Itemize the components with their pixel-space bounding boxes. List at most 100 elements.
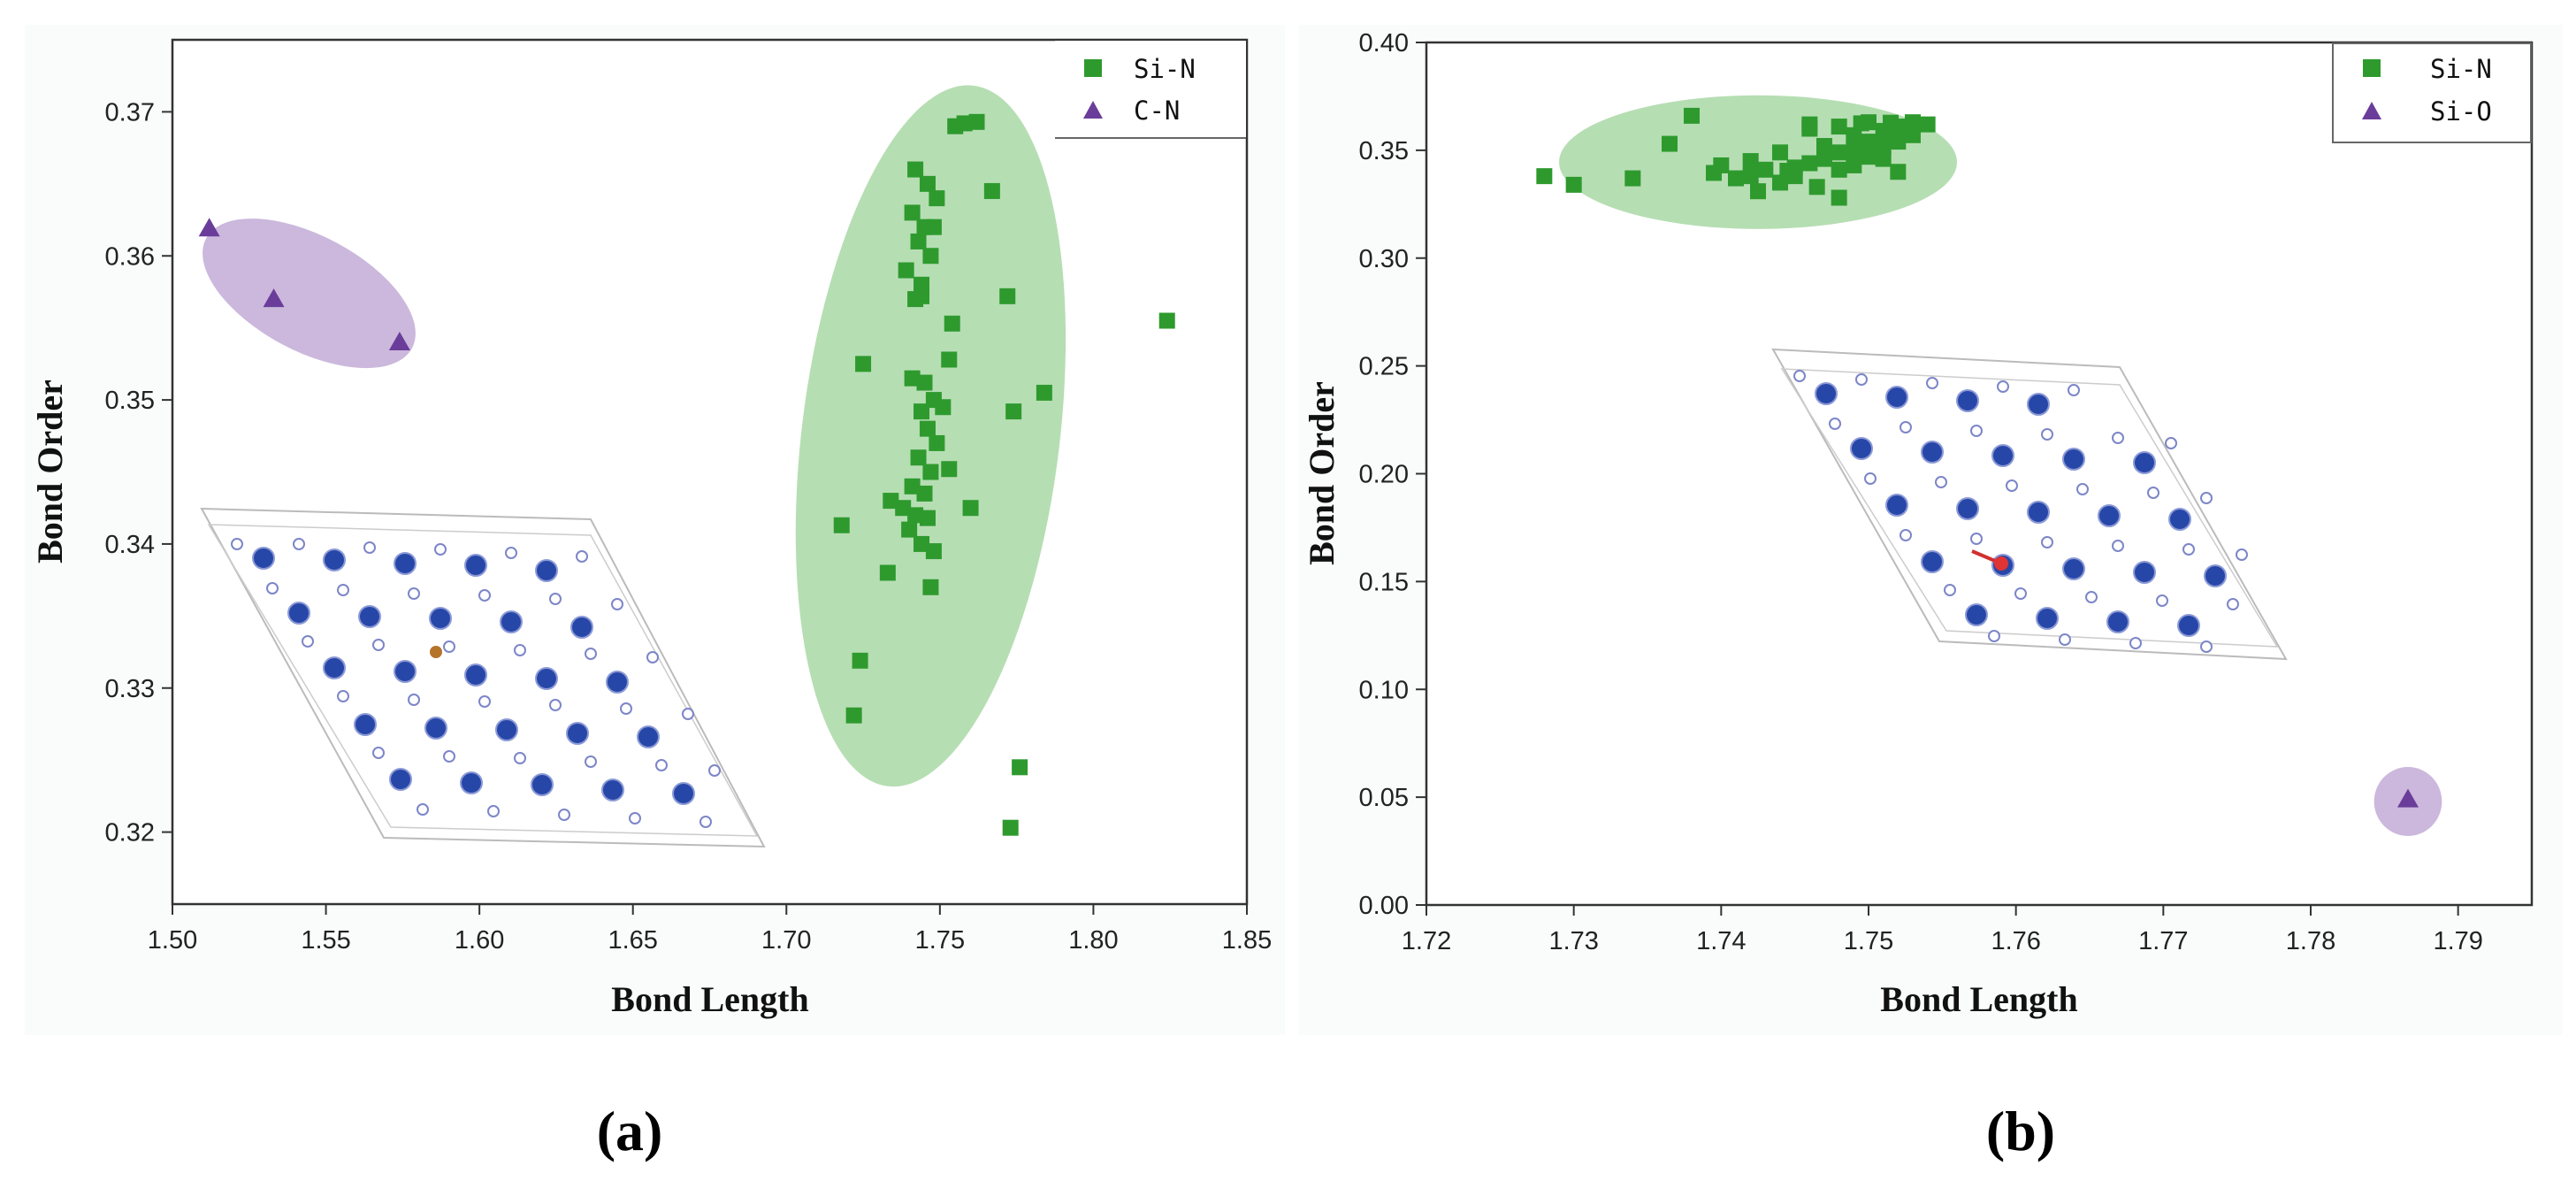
point-si-n-a-37 <box>913 535 930 552</box>
point-si-n-b-1 <box>1565 176 1582 193</box>
y-tick-label-b-2: 0.10 <box>1359 676 1409 704</box>
point-si-n-a-16 <box>999 288 1016 304</box>
point-si-n-a-32 <box>883 493 899 510</box>
point-si-n-b-20 <box>1831 119 1847 135</box>
point-si-n-b-16 <box>1801 155 1818 172</box>
point-si-n-a-12 <box>968 113 985 130</box>
y-tick-label-a-3: 0.35 <box>105 387 155 415</box>
x-tick-label-a-3: 1.65 <box>608 926 657 955</box>
y-tick-label-b-4: 0.20 <box>1359 461 1409 489</box>
point-si-n-b-37 <box>1905 127 1921 143</box>
point-si-n-a-34 <box>907 507 924 524</box>
point-si-n-a-49 <box>1002 819 1019 836</box>
y-tick-label-b-0: 0.00 <box>1359 892 1409 920</box>
point-si-n-b-2 <box>1624 170 1641 187</box>
point-si-n-b-29 <box>1861 149 1877 165</box>
panel-label-a: (a) <box>597 1100 663 1162</box>
point-si-n-a-8 <box>898 262 914 279</box>
point-si-n-a-26 <box>929 434 945 451</box>
point-si-n-a-47 <box>845 707 862 724</box>
x-tick-label-a-6: 1.80 <box>1068 926 1118 955</box>
point-si-n-b-21 <box>1831 144 1847 161</box>
point-si-n-b-9 <box>1750 183 1766 200</box>
point-si-n-a-11 <box>956 115 973 132</box>
point-si-n-a-0 <box>907 161 924 178</box>
point-si-n-a-13 <box>983 182 1000 199</box>
point-si-n-a-31 <box>916 485 933 502</box>
cluster-ellipse-c-n-a <box>203 219 416 369</box>
point-si-n-a-35 <box>919 510 936 526</box>
crystal-structure-inset-b <box>1771 348 2288 661</box>
point-si-n-b-6 <box>1728 170 1744 187</box>
point-si-n-a-28 <box>922 464 939 480</box>
y-tick-label-a-1: 0.33 <box>105 675 155 703</box>
point-si-n-b-18 <box>1816 138 1832 154</box>
point-si-n-b-38 <box>1919 116 1936 133</box>
point-si-n-b-23 <box>1831 189 1847 206</box>
point-si-n-a-20 <box>904 370 921 387</box>
x-tick-label-a-4: 1.70 <box>761 926 811 955</box>
point-si-n-b-0 <box>1536 168 1553 185</box>
y-tick-label-b-7: 0.35 <box>1359 137 1409 165</box>
x-tick-label-a-7: 1.85 <box>1222 926 1272 955</box>
y-tick-label-a-2: 0.34 <box>105 531 155 559</box>
point-si-n-a-40 <box>922 579 939 595</box>
point-si-n-b-40 <box>1853 115 1869 132</box>
point-si-n-b-22 <box>1831 161 1847 178</box>
point-si-n-b-36 <box>1905 114 1921 131</box>
legend-label-si-n-b: Si-N <box>2430 54 2492 84</box>
y-axis-ticks-a: 0.32 0.33 0.34 0.35 0.36 0.37 <box>105 98 172 847</box>
point-si-n-a-15 <box>913 288 930 304</box>
x-tick-label-a-5: 1.75 <box>915 926 965 955</box>
point-si-n-a-36 <box>901 521 918 538</box>
point-si-n-a-18 <box>855 356 872 372</box>
y-tick-label-b-3: 0.15 <box>1359 568 1409 596</box>
point-si-o-b-0 <box>2397 788 2419 808</box>
x-tick-label-b-7: 1.79 <box>2433 927 2482 955</box>
panel-a: 1.50 1.55 1.60 1.65 1.70 1.75 1.80 1.85 0.320.3… <box>25 25 1285 1162</box>
point-si-n-b-39 <box>1801 120 1818 137</box>
y-tick-label-a-0: 0.32 <box>105 819 155 847</box>
point-si-n-b-4 <box>1684 107 1700 124</box>
y-axis-ticks-b: 0.00 0.05 0.10 0.15 0.20 0.25 0.30 0.35 0.40 <box>1359 29 1426 920</box>
legend-label-c-n-a: C-N <box>1134 96 1180 126</box>
point-si-n-a-6 <box>910 233 927 249</box>
x-tick-label-a-0: 1.50 <box>148 926 197 955</box>
panel-b: 1.72 1.73 1.74 1.75 1.76 1.77 1.78 1.79 0.000.0… <box>1298 25 2563 1162</box>
x-tick-label-b-4: 1.76 <box>1991 927 2040 955</box>
point-si-n-b-26 <box>1846 157 1862 173</box>
panel-label-b: (b) <box>1986 1100 2055 1162</box>
point-c-n-a-1 <box>263 288 285 308</box>
x-tick-label-b-2: 1.74 <box>1696 927 1746 955</box>
x-axis-label-b: Bond Length <box>1880 979 2077 1019</box>
point-si-n-a-27 <box>910 449 927 466</box>
x-axis-ticks-b: 1.72 1.73 1.74 1.75 1.76 1.77 1.78 1.79 <box>1402 905 2483 955</box>
point-si-n-a-48 <box>1012 759 1028 776</box>
point-si-n-a-44 <box>833 517 850 533</box>
point-si-n-a-24 <box>913 403 930 420</box>
legend-marker-si-n-a <box>1084 59 1102 77</box>
point-si-n-b-28 <box>1861 134 1877 150</box>
point-si-n-b-3 <box>1662 135 1678 152</box>
y-tick-label-a-5: 0.37 <box>105 98 155 127</box>
legend-label-si-o-b: Si-O <box>2430 96 2492 127</box>
point-si-n-b-31 <box>1875 138 1892 154</box>
legend-marker-si-n-b <box>2363 59 2381 77</box>
crystal-structure-inset-a <box>200 507 766 848</box>
y-axis-label-a: Bond Order <box>30 380 70 564</box>
x-tick-label-b-5: 1.77 <box>2138 927 2188 955</box>
y-tick-label-b-6: 0.30 <box>1359 245 1409 273</box>
y-tick-label-a-4: 0.36 <box>105 242 155 271</box>
point-si-n-a-46 <box>852 652 868 669</box>
legend-marker-si-o-b <box>2362 102 2381 119</box>
legend-b: Si-N Si-O <box>2332 42 2532 143</box>
point-si-n-a-38 <box>925 543 942 560</box>
point-si-n-a-23 <box>935 399 952 416</box>
point-si-n-a-39 <box>879 564 896 581</box>
point-si-n-a-29 <box>941 461 958 478</box>
point-si-n-a-25 <box>919 420 936 437</box>
legend-a: Si-N C-N <box>1055 41 1246 139</box>
point-si-n-a-19 <box>941 351 958 368</box>
point-si-n-b-17 <box>1808 179 1825 196</box>
point-si-n-a-30 <box>904 478 921 495</box>
